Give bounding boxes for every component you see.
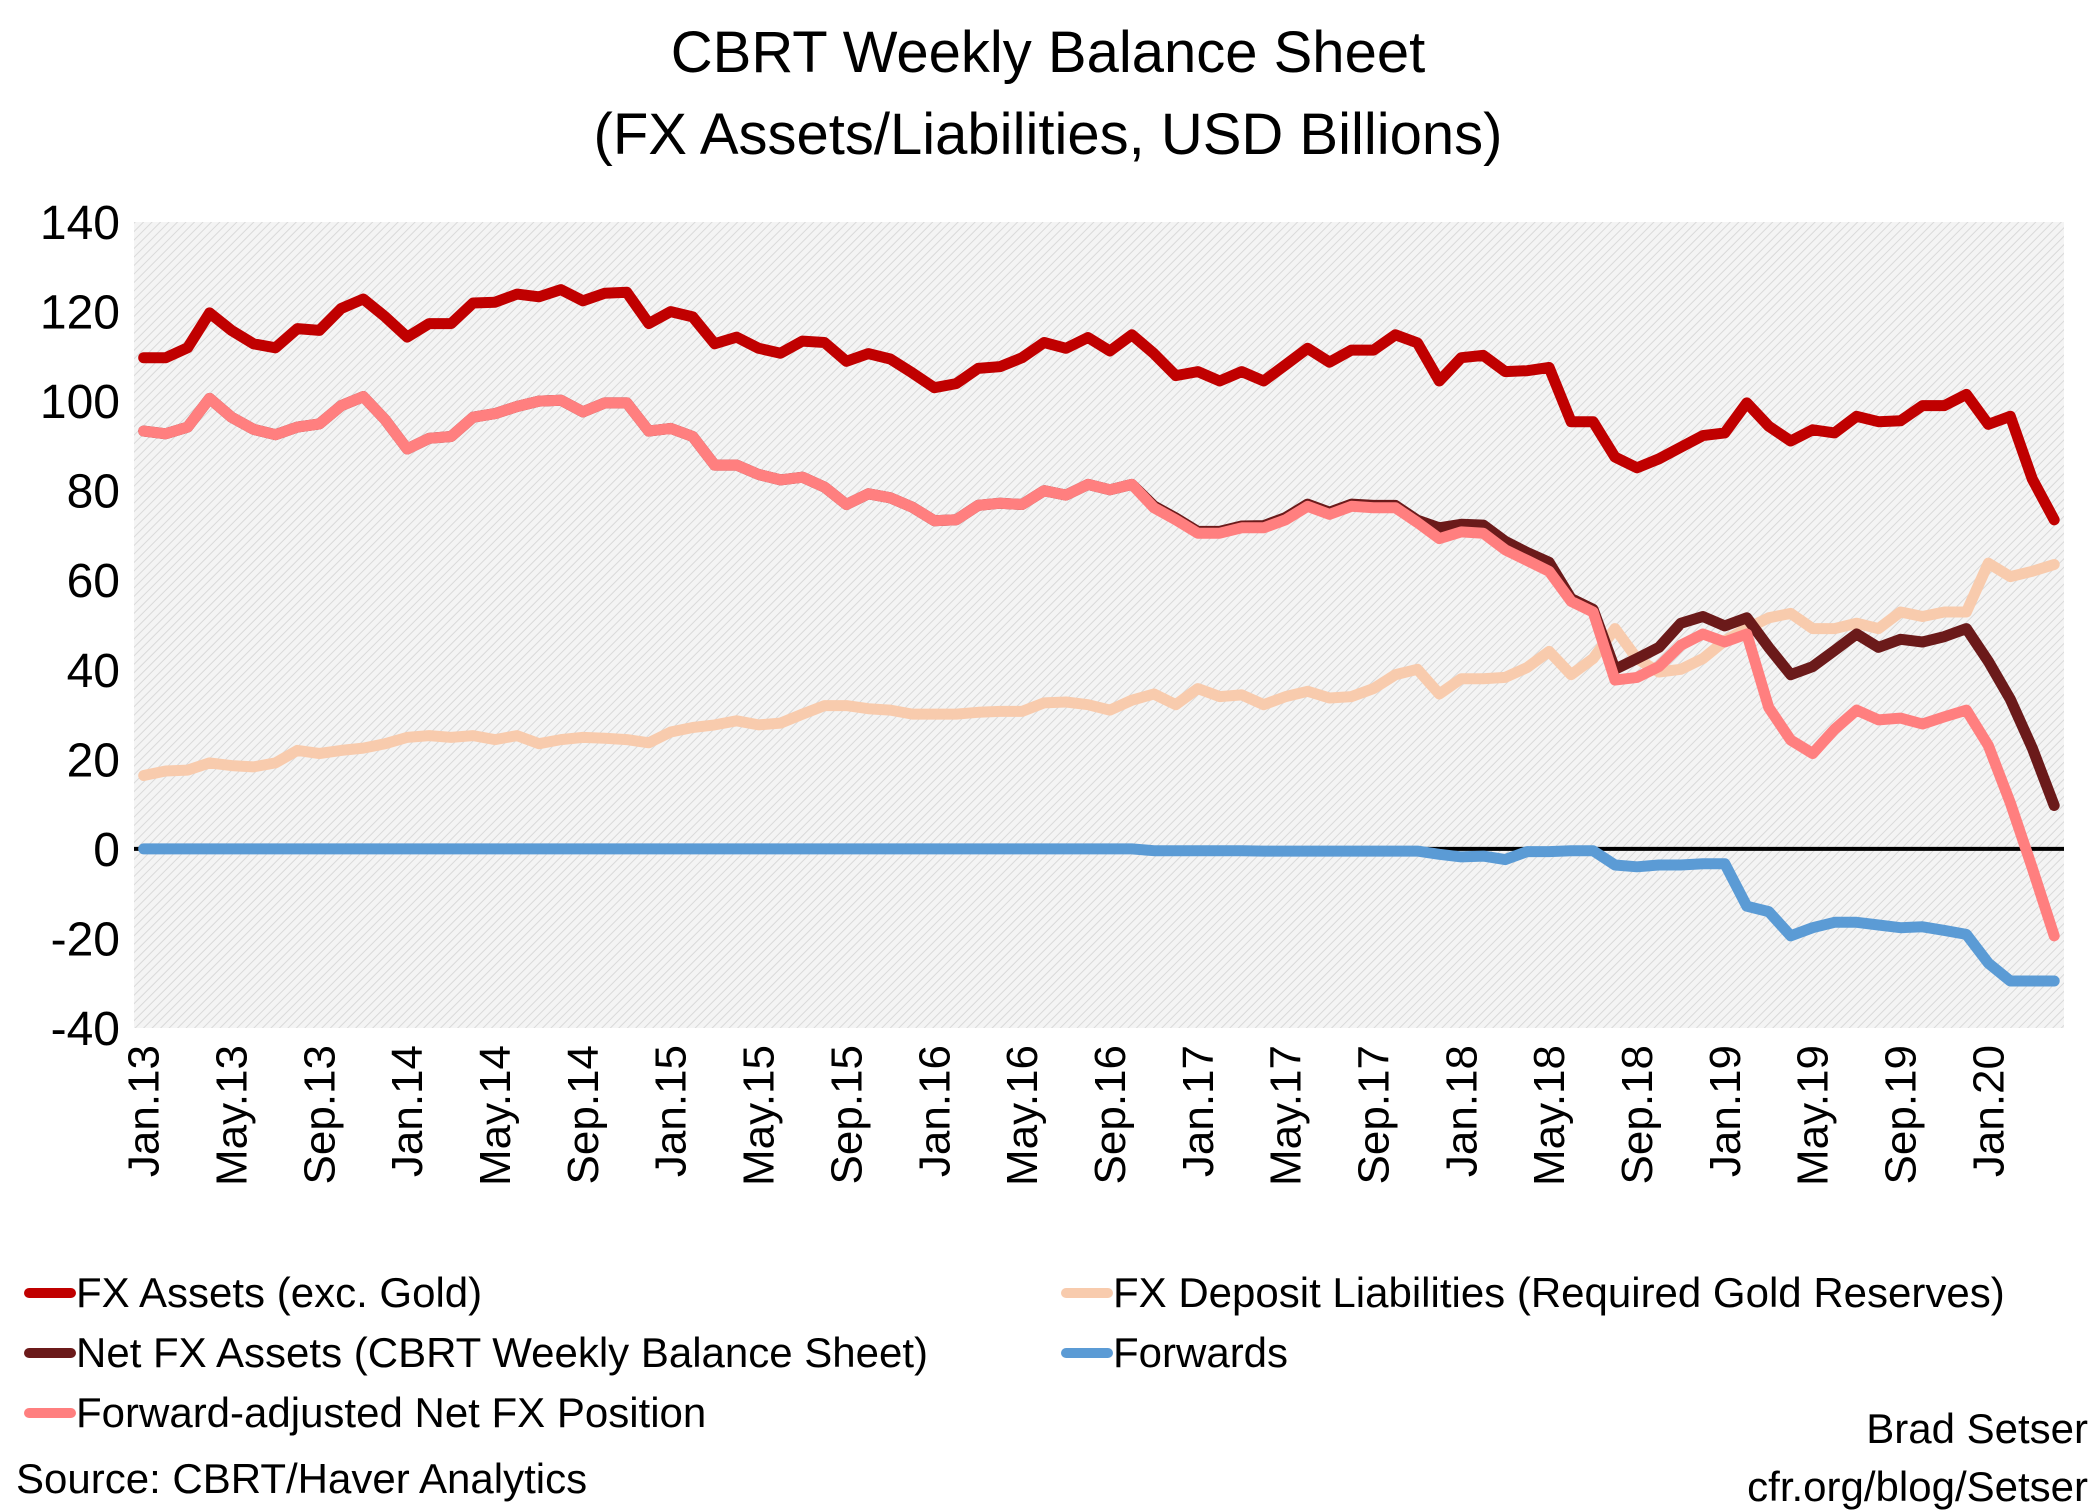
x-tick-label: Sep.18: [1613, 1045, 1662, 1184]
line-chart: 140 120 100 80 60 40 20 0 -20 -40 Jan.13 May.13 Sep…: [40, 197, 2064, 1186]
legend-swatch: [24, 1288, 76, 1298]
x-tick-label: Jan.16: [910, 1045, 959, 1177]
x-tick-label: Sep.17: [1349, 1045, 1398, 1184]
x-tick-label: Jan.14: [383, 1045, 432, 1177]
y-tick-label: 80: [67, 466, 120, 519]
x-tick-label: Sep.15: [822, 1045, 871, 1184]
x-tick-label: Jan.15: [647, 1045, 696, 1177]
x-tick-label: May.15: [735, 1045, 784, 1186]
source-note: Source: CBRT/Haver Analytics: [16, 1455, 588, 1502]
series-line-forward-adjusted-net-fx-position: [138, 391, 2060, 942]
legend-item-forward-adjusted: Forward-adjusted Net FX Position: [24, 1385, 706, 1441]
x-tick-label: Sep.14: [559, 1045, 608, 1184]
legend-item-fx-assets: FX Assets (exc. Gold): [24, 1265, 482, 1321]
y-tick-label: 100: [40, 376, 120, 429]
y-tick-label: 60: [67, 555, 120, 608]
legend-swatch: [1061, 1348, 1113, 1358]
y-tick-label: -20: [51, 913, 120, 966]
legend-label: FX Assets (exc. Gold): [76, 1269, 483, 1316]
x-tick-label: Sep.16: [1086, 1045, 1135, 1184]
chart-subtitle: (FX Assets/Liabilities, USD Billions): [593, 102, 1503, 167]
legend-swatch: [24, 1348, 76, 1358]
legend-label: Net FX Assets (CBRT Weekly Balance Sheet…: [76, 1329, 929, 1376]
x-tick-label: May.17: [1262, 1045, 1311, 1186]
y-tick-label: 20: [67, 734, 120, 787]
legend-item-fx-deposit-liabilities: FX Deposit Liabilities (Required Gold Re…: [1061, 1265, 2005, 1321]
author-credit: Brad Setser: [1866, 1405, 2088, 1452]
x-tick-label: Sep.13: [295, 1045, 344, 1184]
legend-label: Forward-adjusted Net FX Position: [76, 1389, 707, 1436]
legend-swatch: [24, 1408, 76, 1418]
y-tick-label: 0: [93, 824, 120, 877]
y-tick-label: -40: [51, 1003, 120, 1056]
chart-title: CBRT Weekly Balance Sheet: [670, 20, 1426, 85]
x-tick-label: Jan.20: [1964, 1045, 2013, 1177]
x-tick-label: Jan.17: [1174, 1045, 1223, 1177]
x-tick-label: Sep.19: [1877, 1045, 1926, 1184]
author-site: cfr.org/blog/Setser: [1747, 1463, 2088, 1510]
series-line-forwards: [138, 843, 2060, 987]
y-tick-label: 40: [67, 645, 120, 698]
x-tick-label: Jan.13: [120, 1045, 169, 1177]
x-tick-label: May.14: [471, 1045, 520, 1186]
legend-item-net-fx-assets: Net FX Assets (CBRT Weekly Balance Sheet…: [24, 1325, 928, 1381]
series-line-fx-assets-exc-gold: [138, 284, 2060, 526]
legend-item-forwards: Forwards: [1061, 1325, 1288, 1381]
x-tick-label: Jan.19: [1701, 1045, 1750, 1177]
x-tick-label: Jan.18: [1437, 1045, 1486, 1177]
y-tick-label: 140: [40, 197, 120, 250]
x-tick-label: May.19: [1789, 1045, 1838, 1186]
x-tick-label: May.18: [1525, 1045, 1574, 1186]
x-tick-label: May.13: [208, 1045, 257, 1186]
legend-label: FX Deposit Liabilities (Required Gold Re…: [1113, 1269, 2005, 1316]
y-tick-label: 120: [40, 287, 120, 340]
x-tick-label: May.16: [998, 1045, 1047, 1186]
legend-label: Forwards: [1113, 1329, 1289, 1376]
legend-swatch: [1061, 1288, 1113, 1298]
